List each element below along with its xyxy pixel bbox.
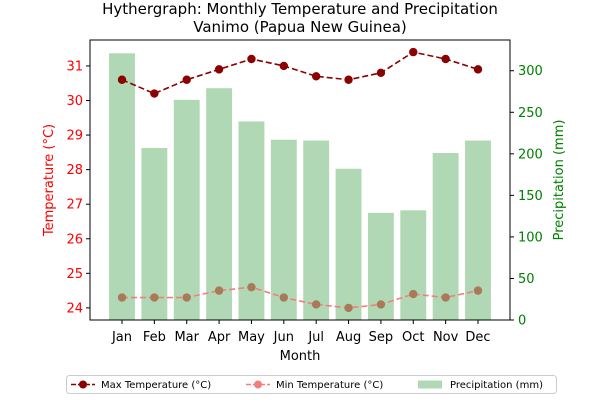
left-tick-label: 31 xyxy=(66,59,83,74)
precipitation-bar-oct xyxy=(400,210,427,320)
precipitation-bar-nov xyxy=(432,152,459,320)
x-tick-label-nov: Nov xyxy=(433,330,459,345)
max-temperature-point-sep xyxy=(376,68,386,78)
min-temperature-point-jun xyxy=(279,293,289,302)
x-tick-label-feb: Feb xyxy=(143,330,166,345)
precipitation-bar-feb xyxy=(141,148,168,320)
x-tick-label-aug: Aug xyxy=(336,330,361,345)
right-tick-label: 150 xyxy=(518,189,543,204)
x-tick-label-dec: Dec xyxy=(465,330,490,345)
min-temperature-point-feb xyxy=(150,293,159,302)
x-tick-label-sep: Sep xyxy=(369,330,394,345)
legend-label-max-temperature: Max Temperature (°C) xyxy=(101,380,211,391)
right-tick-label: 100 xyxy=(518,230,543,245)
x-tick-label-jul: Jul xyxy=(307,330,324,345)
max-temperature-point-nov xyxy=(441,54,450,64)
min-temperature-point-oct xyxy=(409,289,418,299)
max-temperature-point-feb xyxy=(150,89,159,98)
x-tick-label-apr: Apr xyxy=(208,330,231,345)
x-tick-label-may: May xyxy=(238,330,265,345)
precipitation-bar-mar xyxy=(173,99,200,320)
plot-frame xyxy=(89,39,511,321)
precipitation-bar-jun xyxy=(270,139,297,320)
max-temperature-point-aug xyxy=(344,75,353,84)
min-temperature-point-may xyxy=(247,282,256,292)
legend-precipitation-swatch xyxy=(418,380,442,389)
max-temperature-point-mar xyxy=(182,75,191,84)
legend-label-min-temperature: Min Temperature (°C) xyxy=(276,380,383,391)
left-tick-label: 25 xyxy=(66,267,83,282)
right-tick-label: 50 xyxy=(518,272,535,287)
legend-frame xyxy=(66,375,557,394)
max-temperature-point-may xyxy=(247,54,256,64)
x-tick-label-jan: Jan xyxy=(111,330,132,345)
precipitation-bar-aug xyxy=(335,168,362,320)
right-tick-label: 200 xyxy=(518,147,543,162)
min-temperature-point-dec xyxy=(473,286,483,295)
x-tick-label-oct: Oct xyxy=(402,330,424,345)
chart-title: Hythergraph: Monthly Temperature and Pre… xyxy=(102,0,498,18)
legend: Max Temperature (°C) Min Temperature (°C)… xyxy=(66,375,557,394)
min-temperature-point-aug xyxy=(344,303,353,313)
max-temperature-point-jun xyxy=(279,61,289,71)
left-y-axis-label: Temperature (°C) xyxy=(42,124,57,237)
left-tick-label: 28 xyxy=(66,163,83,178)
min-temperature-point-jul xyxy=(311,300,321,309)
left-tick-label: 29 xyxy=(66,129,83,144)
min-temperature-point-apr xyxy=(214,286,224,295)
right-tick-label: 250 xyxy=(518,106,543,121)
right-y-axis-label: Precipitation (mm) xyxy=(552,120,567,241)
left-tick-label: 27 xyxy=(66,198,83,213)
min-temperature-point-nov xyxy=(441,293,450,302)
max-temperature-point-oct xyxy=(409,47,418,57)
legend-min-marker xyxy=(254,380,262,389)
x-tick-label-mar: Mar xyxy=(174,330,199,345)
min-temperature-point-jan xyxy=(117,293,127,302)
left-tick-label: 24 xyxy=(66,301,83,316)
max-temperature-point-dec xyxy=(473,65,483,74)
left-tick-label: 30 xyxy=(66,94,83,109)
left-tick-label: 26 xyxy=(66,232,83,247)
max-temperature-line xyxy=(121,51,479,95)
right-tick-label: 0 xyxy=(518,314,526,329)
min-temperature-line xyxy=(122,286,479,309)
legend-max-marker xyxy=(79,380,87,389)
max-temperature-point-jul xyxy=(311,72,321,81)
legend-label-precipitation: Precipitation (mm) xyxy=(450,380,543,391)
precipitation-bar-jul xyxy=(303,140,330,320)
max-temperature-point-apr xyxy=(214,65,224,74)
precipitation-bar-jan xyxy=(109,53,135,321)
right-tick-label: 300 xyxy=(518,64,543,79)
min-temperature-point-sep xyxy=(376,300,386,309)
x-tick-label-jun: Jun xyxy=(273,330,294,345)
max-temperature-point-jan xyxy=(117,75,127,84)
chart-subtitle: Vanimo (Papua New Guinea) xyxy=(193,18,407,36)
min-temperature-point-mar xyxy=(182,293,191,302)
x-axis-label: Month xyxy=(280,349,321,364)
precipitation-bar-apr xyxy=(206,88,233,320)
